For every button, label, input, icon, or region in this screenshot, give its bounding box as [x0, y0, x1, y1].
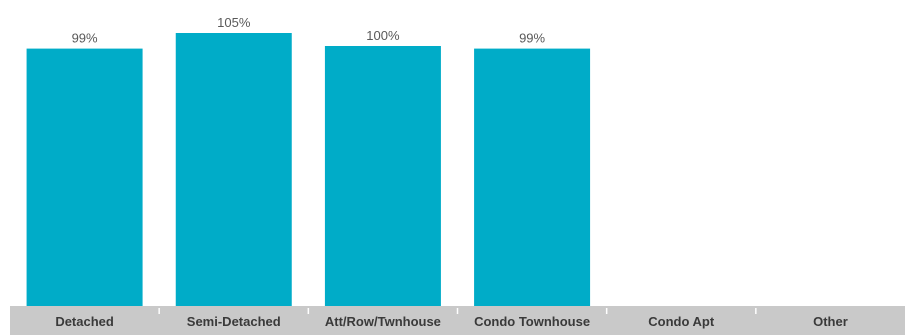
category-labels-group: Detached Semi-Detached Att/Row/Twnhouse Con… [55, 314, 847, 329]
axis-separators-group [158, 308, 757, 314]
category-label: Other [813, 314, 848, 329]
bar-condo-townhouse [474, 48, 591, 306]
value-label: 99% [519, 31, 545, 46]
category-label: Att/Row/Twnhouse [325, 314, 441, 329]
category-label: Condo Townhouse [474, 314, 590, 329]
category-label: Detached [55, 314, 114, 329]
value-label: 105% [217, 15, 251, 30]
value-label: 100% [366, 28, 400, 43]
value-label: 99% [72, 31, 98, 46]
category-label: Condo Apt [648, 314, 715, 329]
bar-semi-detached [175, 33, 292, 306]
bars-group [26, 33, 591, 306]
bar-att-row-twnhouse [324, 46, 441, 306]
category-label: Semi-Detached [187, 314, 281, 329]
bar-detached [26, 48, 143, 306]
value-labels-group: 99% 105% 100% 99% [72, 15, 546, 46]
